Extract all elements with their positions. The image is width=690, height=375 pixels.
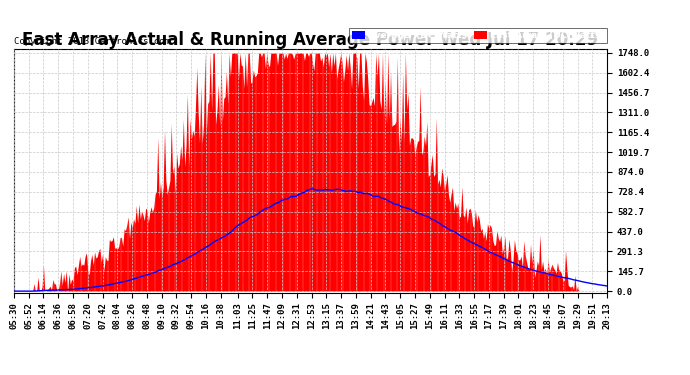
Legend: Average  (DC Watts), East Array  (DC Watts): Average (DC Watts), East Array (DC Watts… <box>349 28 607 43</box>
Title: East Array Actual & Running Average Power Wed Jul 17 20:29: East Array Actual & Running Average Powe… <box>23 31 598 49</box>
Text: Copyright 2013 Cartronics.com: Copyright 2013 Cartronics.com <box>14 38 170 46</box>
